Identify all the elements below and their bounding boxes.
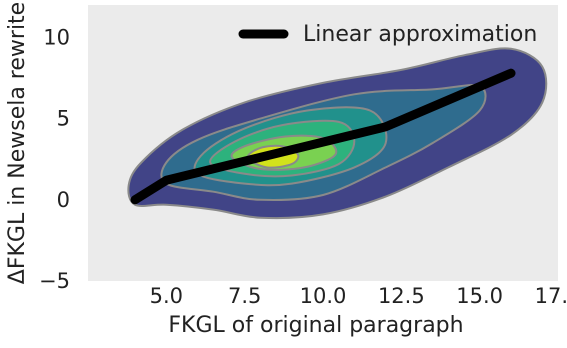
series-line-0 [130,68,516,205]
series-layer [130,68,516,205]
x-tick-label: 15.0 [456,284,503,308]
x-tick-label: 10.0 [300,284,347,308]
x-axis-ticks: 5.0 7.5 10.0 12.5 15.0 17.5 [150,284,567,308]
y-axis-label: ΔFKGL in Newsela rewrite [5,2,30,284]
y-tick-label: 10 [43,25,70,49]
legend-label: Linear approximation [303,22,537,47]
legend: Linear approximation [238,22,537,47]
x-tick-label: 7.5 [228,284,261,308]
x-tick-label: 5.0 [150,284,183,308]
x-tick-label: 17.5 [535,284,567,308]
x-tick-label: 12.5 [378,284,425,308]
y-tick-label: −5 [39,269,70,293]
y-tick-label: 0 [57,188,70,212]
y-tick-label: 5 [57,107,70,131]
y-axis-ticks: −5 0 5 10 [39,25,70,293]
x-axis-label: FKGL of original paragraph [168,313,463,338]
